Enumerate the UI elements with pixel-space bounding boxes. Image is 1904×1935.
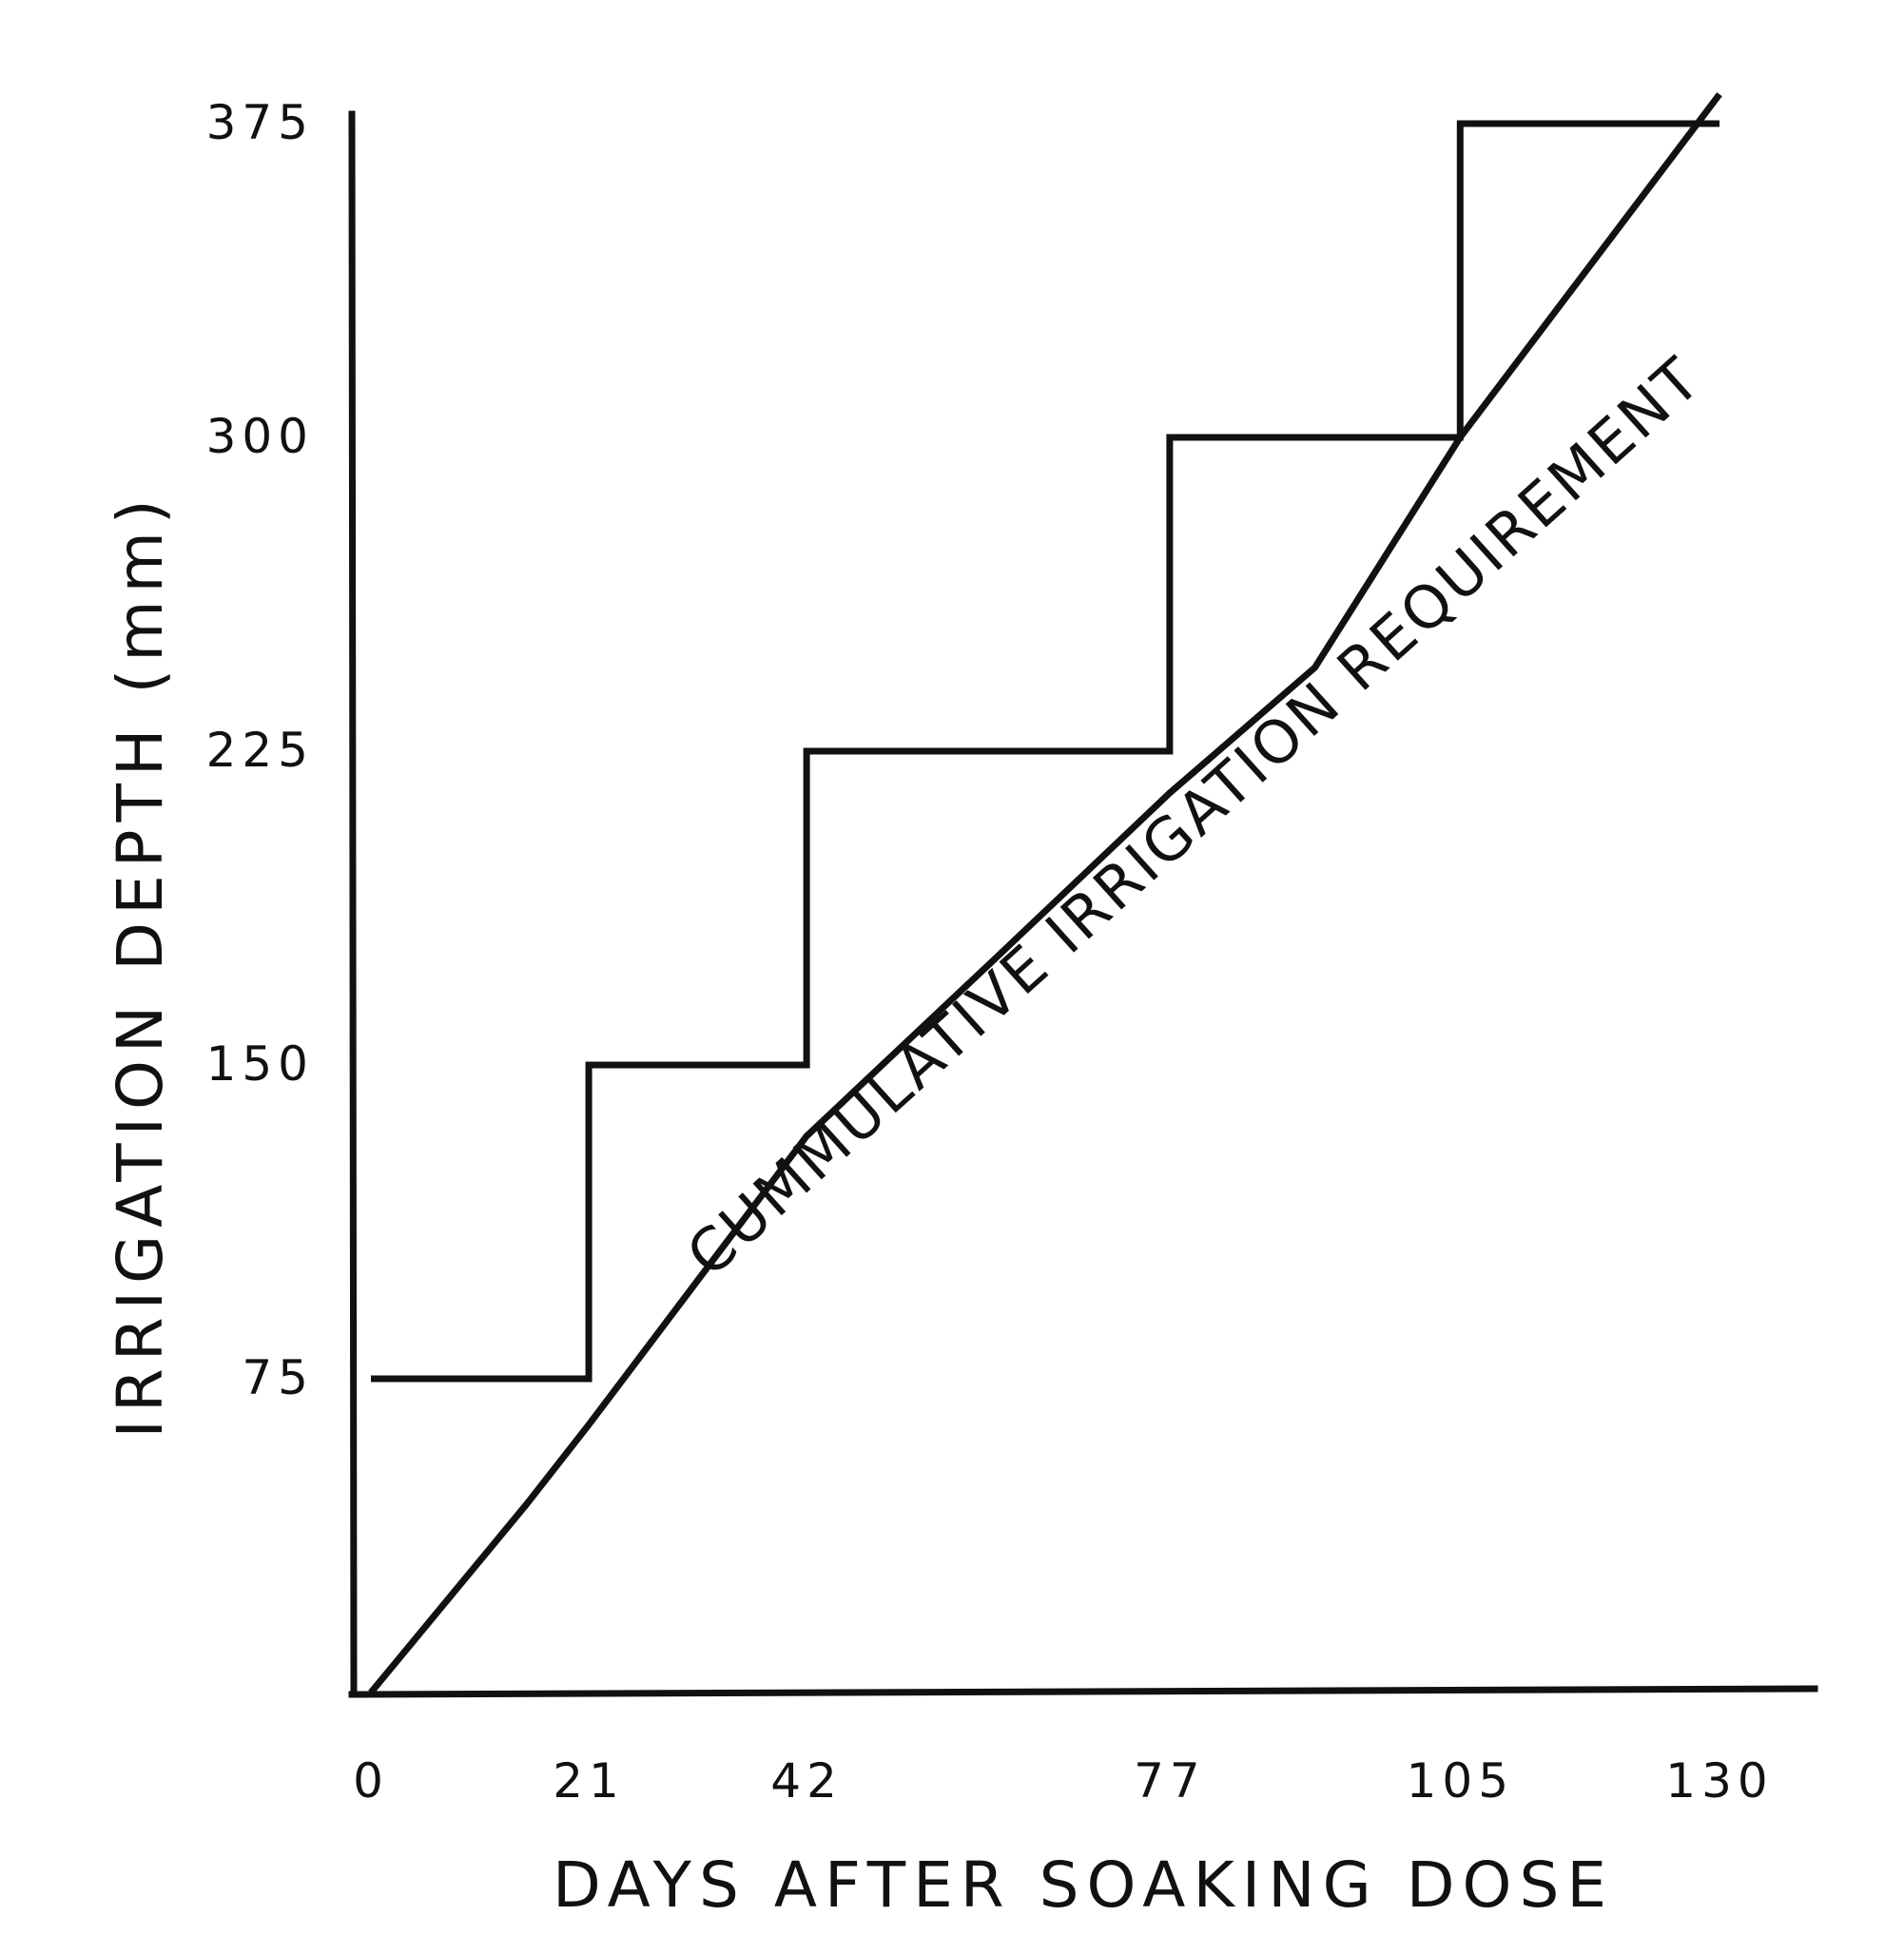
applied-irrigation-step-line xyxy=(371,120,1719,1383)
x-axis xyxy=(348,1685,1818,1698)
axes xyxy=(348,110,1818,1698)
x-tick-label: 130 xyxy=(1665,1753,1773,1809)
y-tick-label: 375 xyxy=(206,95,314,150)
x-tick-label: 105 xyxy=(1407,1753,1514,1809)
y-tick-label: 75 xyxy=(242,1350,314,1405)
cumulative-requirement-line xyxy=(368,92,1722,1695)
y-tick-label: 150 xyxy=(206,1036,314,1092)
cumulative-requirement-annotation: CUMMULATIVE IRRIGATION REQUIREMENT xyxy=(673,343,1715,1290)
series-group xyxy=(368,92,1722,1695)
y-axis xyxy=(348,110,358,1698)
y-tick-labels: 75 150 225 300 375 xyxy=(206,95,314,1405)
x-tick-labels: 0 21 42 77 105 130 xyxy=(353,1753,1773,1809)
x-tick-label: 77 xyxy=(1134,1753,1206,1809)
y-tick-label: 225 xyxy=(206,723,314,778)
x-axis-title: DAYS AFTER SOAKING DOSE xyxy=(553,1848,1614,1922)
x-tick-label: 42 xyxy=(770,1753,843,1809)
x-tick-label: 21 xyxy=(553,1753,625,1809)
x-tick-label: 0 xyxy=(353,1753,389,1809)
y-axis-title: IRRIGATION DEPTH (mm) xyxy=(104,492,177,1438)
y-tick-label: 300 xyxy=(206,409,314,464)
